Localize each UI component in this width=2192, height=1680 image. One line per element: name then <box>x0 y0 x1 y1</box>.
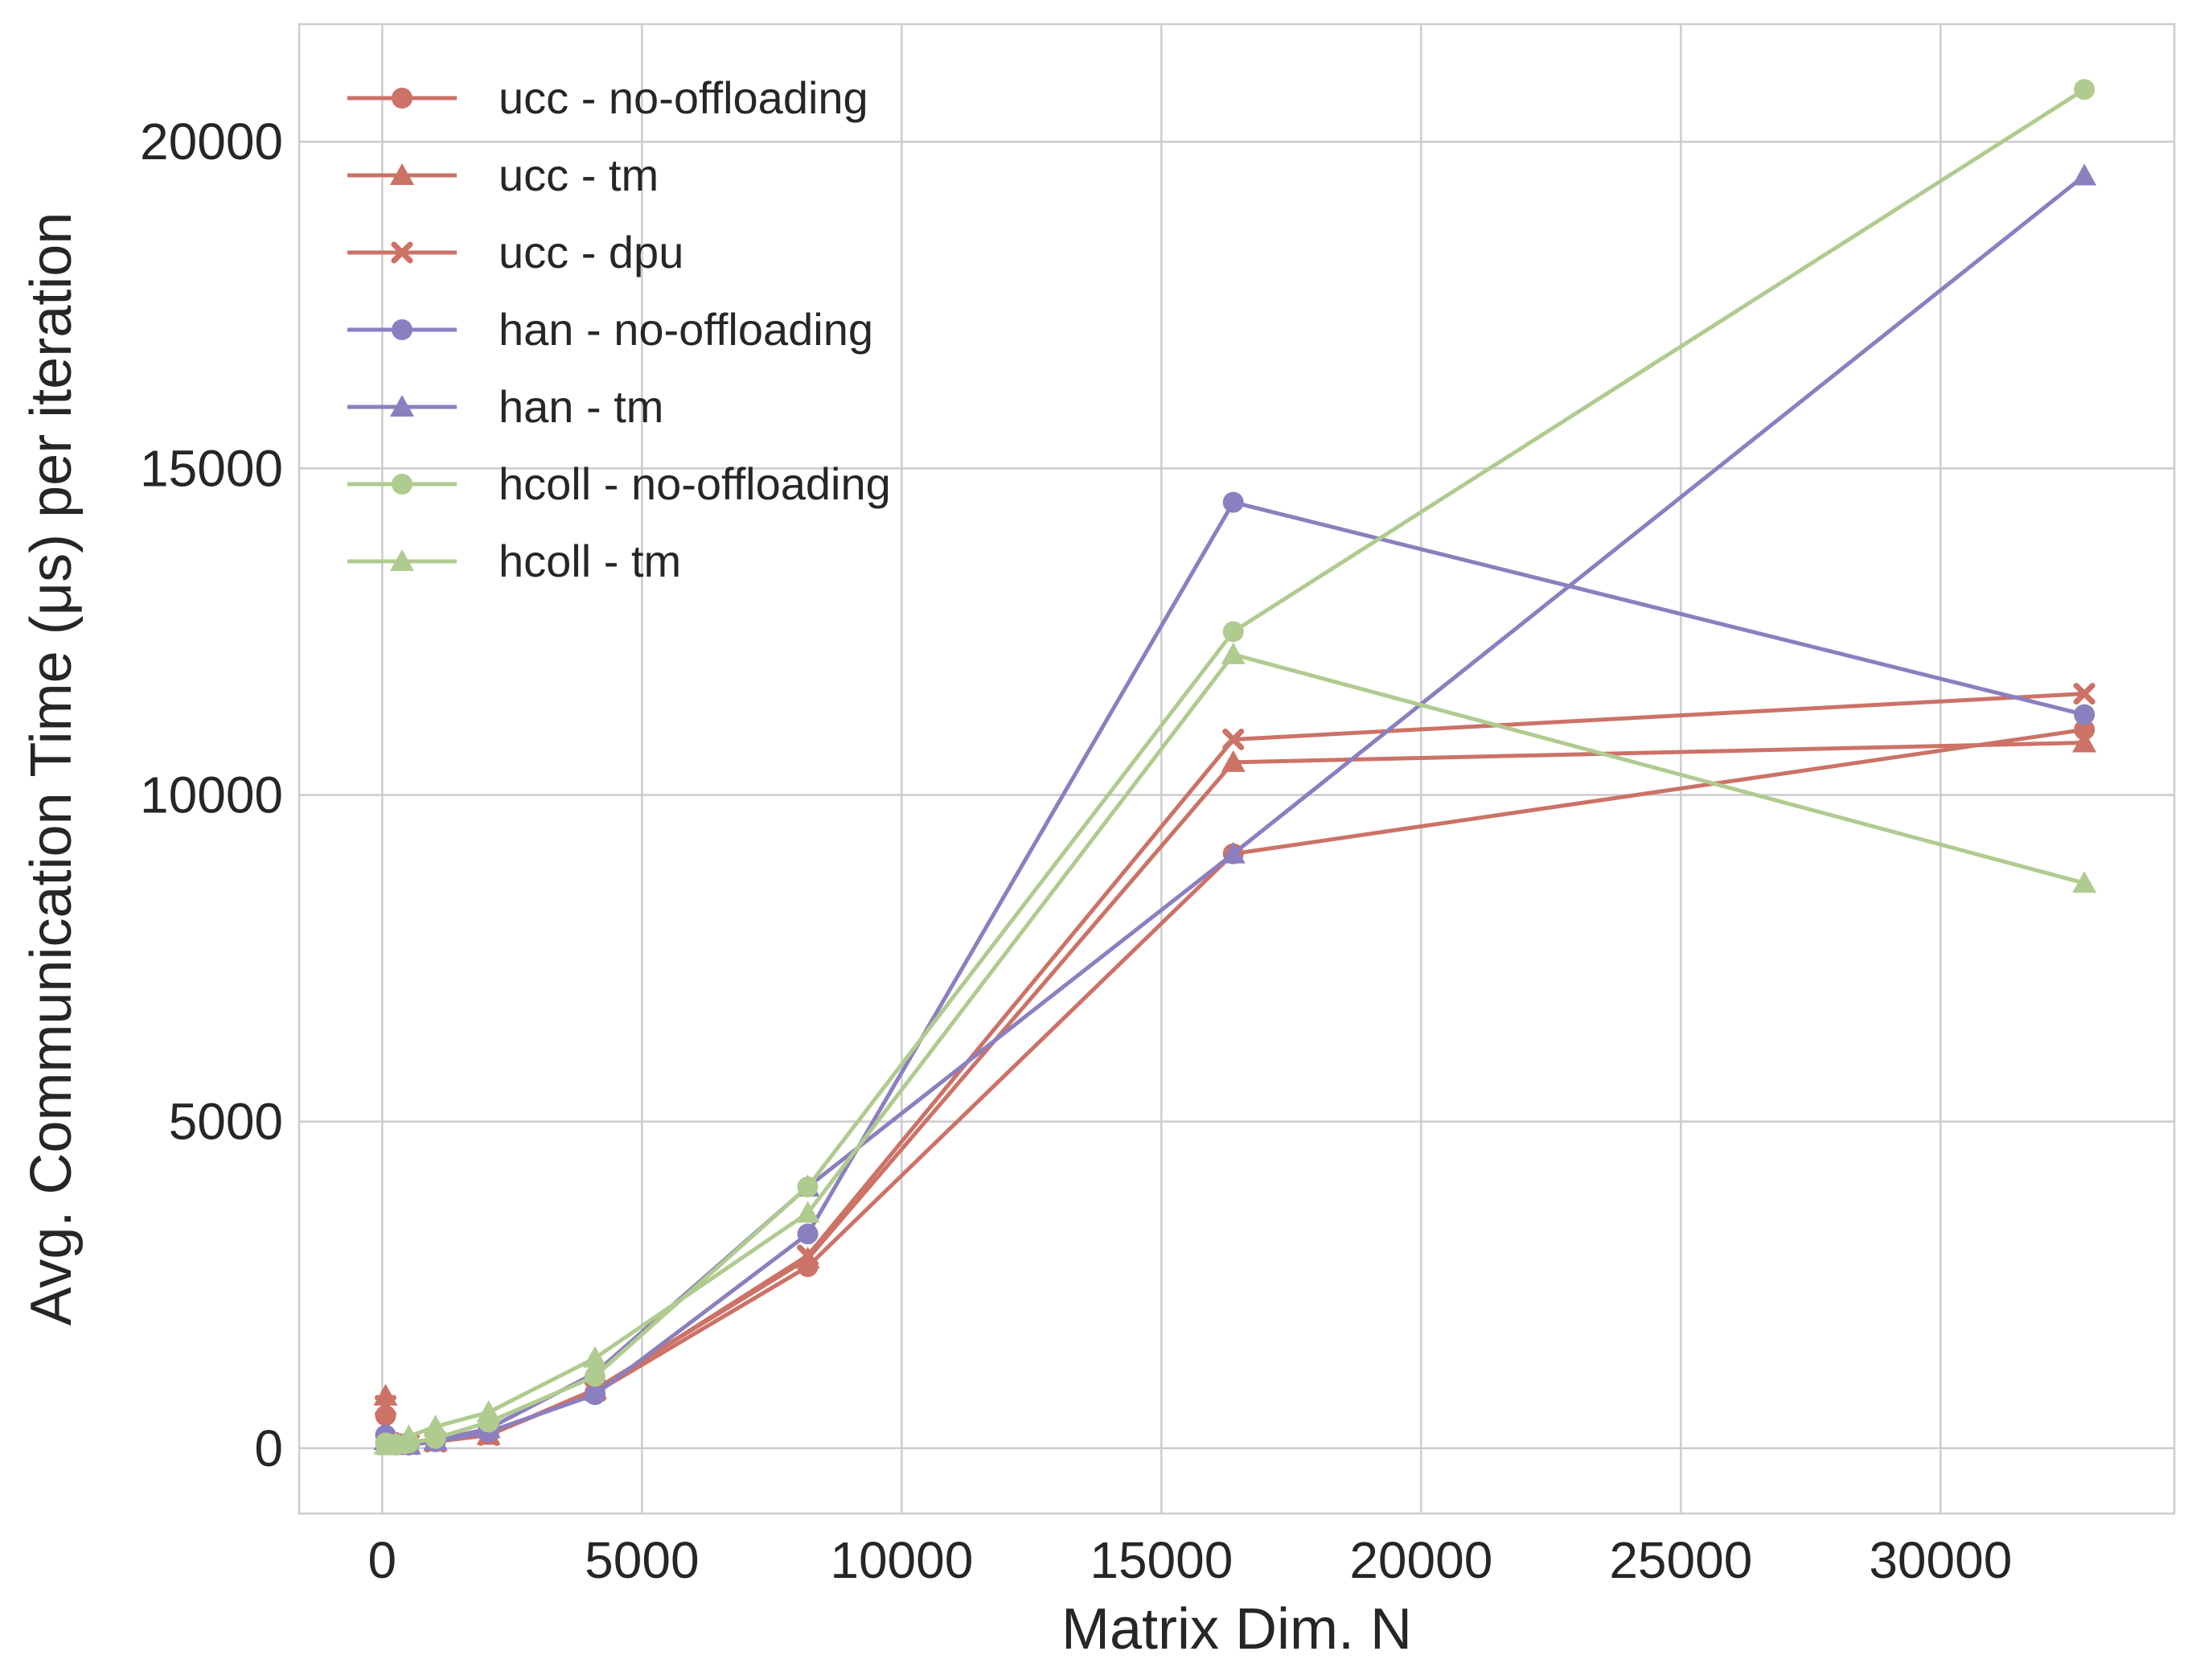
x-axis-label: Matrix Dim. N <box>1061 1597 1412 1662</box>
y-tick-label: 0 <box>254 1419 283 1477</box>
data-point <box>2074 719 2096 741</box>
data-point <box>582 1345 607 1368</box>
legend-label: hcoll - no-offloading <box>499 458 891 509</box>
y-axis-label: Avg. Communication Time (μs) per iterati… <box>19 212 84 1326</box>
data-point <box>797 1244 819 1267</box>
data-point <box>1222 728 1245 750</box>
data-point <box>396 1424 421 1447</box>
series-line <box>385 652 2085 1448</box>
series-line <box>384 500 2085 1448</box>
legend-label: hcoll - tm <box>499 536 681 586</box>
data-point <box>1221 642 1246 664</box>
legend-item: hcoll - no-offloading <box>347 458 891 509</box>
series-4 <box>373 163 2097 1455</box>
x-tick-label: 10000 <box>830 1531 973 1589</box>
data-point <box>2074 704 2096 725</box>
data-point <box>2073 683 2096 705</box>
plot-frame <box>298 23 2176 1515</box>
legend-item: hcoll - tm <box>347 536 681 586</box>
legend-item: ucc - tm <box>347 150 659 200</box>
x-tick-label: 0 <box>368 1531 397 1589</box>
x-tick-label: 25000 <box>1609 1531 1752 1589</box>
legend-marker <box>392 474 413 495</box>
data-point <box>797 1176 819 1197</box>
y-tick-label: 20000 <box>140 113 283 170</box>
data-point <box>795 1201 820 1223</box>
y-tick-label: 10000 <box>140 766 283 824</box>
series-6 <box>373 642 2097 1456</box>
data-point <box>374 1395 396 1417</box>
legend-label: han - no-offloading <box>499 304 873 355</box>
x-tick-label: 5000 <box>585 1531 699 1589</box>
x-tick-label: 30000 <box>1869 1531 2012 1589</box>
series-line <box>384 174 2086 1448</box>
legend-marker <box>390 549 414 571</box>
legend-item: han - no-offloading <box>347 304 873 355</box>
legend-item: ucc - no-offloading <box>347 72 868 123</box>
data-point <box>2072 730 2097 753</box>
legend-item: han - tm <box>347 381 663 432</box>
grid <box>299 24 2174 1514</box>
data-point <box>1221 750 1246 772</box>
legend-item: ucc - dpu <box>347 227 683 277</box>
legend-marker <box>392 88 413 109</box>
data-point <box>2072 163 2097 186</box>
data-point <box>1222 491 1244 513</box>
legend-label: han - tm <box>499 381 663 432</box>
data-point <box>2074 79 2096 101</box>
data-point <box>1222 621 1244 643</box>
legend: ucc - no-offloading ucc - tm ucc - dpu han … <box>347 72 891 586</box>
data-point <box>584 1366 605 1387</box>
legend-marker <box>390 163 414 185</box>
y-tick-labels: 0 5000 10000 15000 20000 <box>140 113 283 1477</box>
data-point <box>2072 871 2097 893</box>
legend-marker <box>391 241 413 264</box>
data-point <box>423 1414 448 1436</box>
data-point <box>476 1400 501 1423</box>
data-point <box>797 1223 819 1245</box>
legend-marker <box>390 395 414 417</box>
y-tick-label: 15000 <box>140 439 283 497</box>
data-point <box>584 1384 605 1406</box>
legend-label: ucc - tm <box>499 150 659 200</box>
x-tick-label: 15000 <box>1090 1531 1233 1589</box>
legend-label: ucc - dpu <box>499 227 683 277</box>
legend-label: ucc - no-offloading <box>499 72 868 123</box>
data-point <box>383 1431 408 1454</box>
x-tick-labels: 0 5000 10000 15000 20000 25000 30000 <box>368 1531 2013 1589</box>
y-tick-label: 5000 <box>169 1093 283 1151</box>
series-layer <box>373 79 2097 1456</box>
legend-marker <box>392 319 413 340</box>
x-tick-label: 20000 <box>1349 1531 1492 1589</box>
data-point <box>1221 841 1246 864</box>
